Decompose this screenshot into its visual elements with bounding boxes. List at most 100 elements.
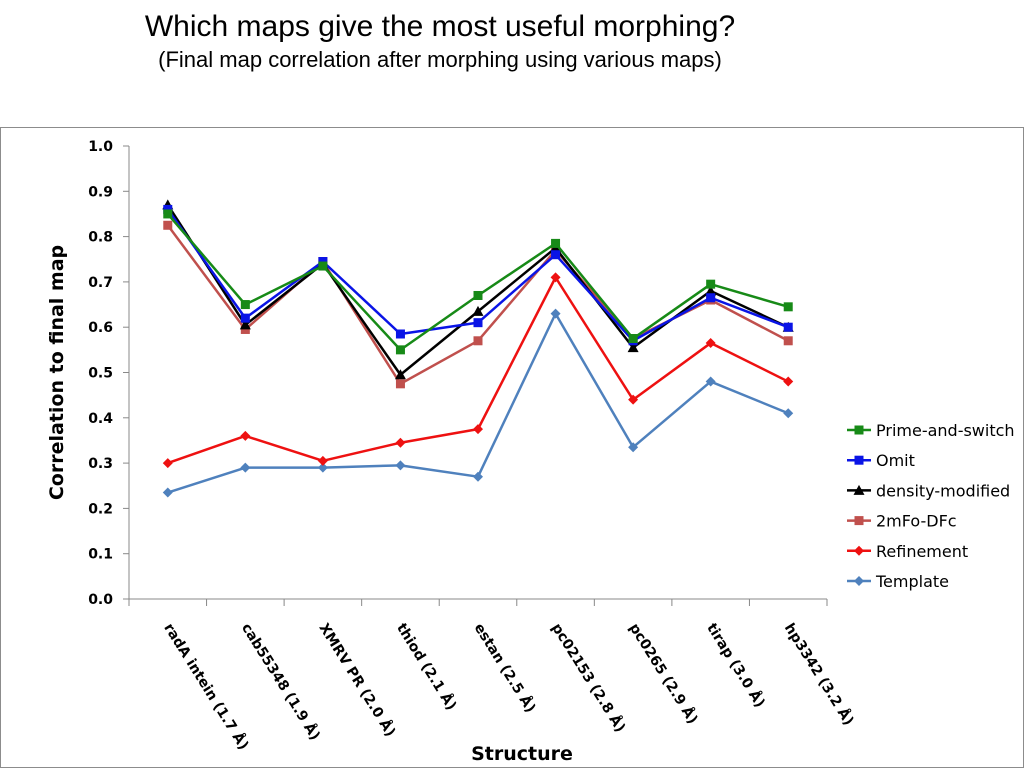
series-omit: [163, 204, 793, 346]
data-point: [783, 336, 793, 346]
y-tick-label: 0.0: [88, 592, 113, 608]
legend-entry: density-modified: [847, 481, 1010, 500]
slide-subtitle: (Final map correlation after morphing us…: [158, 47, 722, 72]
legend-marker: [854, 455, 864, 465]
y-tick-label: 0.6: [88, 320, 113, 336]
data-point: [628, 442, 639, 453]
data-point: [162, 487, 173, 498]
legend-marker: [854, 545, 864, 556]
data-point: [317, 455, 328, 466]
x-axis-title: Structure: [471, 743, 573, 765]
legend-entry: Template: [847, 572, 949, 591]
data-point: [705, 285, 717, 296]
data-point: [783, 322, 793, 332]
data-point: [239, 319, 251, 330]
y-tick-label: 0.8: [88, 230, 113, 246]
data-point: [395, 437, 406, 448]
legend-label: 2mFo-DFc: [876, 512, 957, 531]
data-point: [395, 460, 406, 471]
x-tick-label: cab55348 (1.9 Å): [238, 620, 324, 743]
data-point: [240, 430, 251, 441]
chart-frame: 0.0 0.1 0.2 0.3 0.4 0.5 0.6 0.7 0.8 0.9 1.0 radA in…: [0, 127, 1024, 768]
legend-label: Prime-and-switch: [876, 421, 1015, 440]
series-line: [166, 213, 789, 352]
slide-title-block: Which maps give the most useful morphing…: [130, 8, 750, 74]
data-point: [163, 204, 173, 214]
data-point: [473, 318, 483, 328]
data-point: [317, 462, 328, 473]
legend-marker: [854, 516, 864, 526]
x-tick-label: thiod (2.1 Å): [393, 620, 460, 713]
data-point: [550, 272, 561, 283]
data-point: [318, 261, 328, 271]
data-point: [163, 209, 173, 219]
data-point: [240, 313, 250, 323]
data-point: [240, 462, 251, 473]
legend-entry: Refinement: [847, 542, 968, 561]
series-prime-and-switch: [163, 209, 793, 355]
data-point: [628, 334, 638, 344]
data-point: [473, 290, 483, 300]
data-point: [394, 369, 406, 380]
y-axis-title: Correlation to final map: [46, 245, 68, 500]
x-tick-label: radA intein (1.7 Å): [160, 620, 252, 753]
data-point: [706, 279, 716, 289]
axes-layer: 0.0 0.1 0.2 0.3 0.4 0.5 0.6 0.7 0.8 0.9 1.0 radA in…: [88, 139, 857, 753]
data-point: [705, 376, 716, 387]
data-point: [783, 302, 793, 312]
line-chart: 0.0 0.1 0.2 0.3 0.4 0.5 0.6 0.7 0.8 0.9 1.0 radA in…: [46, 139, 1015, 765]
series-template: [162, 308, 794, 498]
series-layer: [162, 199, 794, 498]
data-point: [240, 300, 250, 310]
y-tick-label: 0.5: [88, 366, 113, 382]
y-tick-label: 1.0: [88, 139, 113, 155]
data-point: [162, 458, 173, 469]
data-point: [627, 342, 639, 353]
legend-label: Omit: [876, 451, 915, 470]
data-point: [706, 293, 716, 303]
data-point: [240, 324, 250, 334]
legend-layer: Prime-and-switch Omit density-modified 2mFo…: [847, 421, 1015, 591]
legend-entry: Omit: [847, 451, 915, 470]
x-tick-label: hp3342 (3.2 Å): [781, 620, 857, 728]
data-point: [395, 379, 405, 389]
legend-marker: [854, 425, 864, 435]
data-point: [395, 345, 405, 355]
data-point: [551, 238, 561, 248]
x-tick-label: pc02153 (2.8 Å): [548, 620, 629, 735]
data-point: [473, 424, 483, 435]
series-refinement: [162, 272, 794, 469]
y-tick-label: 0.7: [88, 275, 113, 291]
legend-entry: 2mFo-DFc: [847, 512, 957, 531]
y-tick-label: 0.3: [88, 456, 113, 472]
y-tick-label: 0.9: [88, 184, 113, 200]
data-point: [783, 376, 794, 387]
x-tick-label: pc0265 (2.9 Å): [626, 620, 702, 727]
data-point: [705, 338, 716, 349]
x-tick-label: XMRV PR (2.0 Å): [315, 620, 399, 740]
x-tick-label: estan (2.5 Å): [471, 620, 540, 716]
data-point: [473, 336, 483, 346]
data-point: [472, 305, 484, 316]
data-point: [473, 471, 483, 482]
legend-label: density-modified: [876, 481, 1010, 500]
y-tick-label: 0.4: [88, 411, 113, 427]
legend-label: Refinement: [876, 542, 968, 561]
legend-label: Template: [875, 572, 949, 591]
x-tick-label: tirap (3.0 Å): [703, 620, 768, 710]
y-tick-label: 0.1: [88, 547, 113, 563]
data-point: [318, 257, 328, 267]
slide-title: Which maps give the most useful morphing…: [144, 10, 736, 43]
legend-marker: [853, 484, 865, 495]
series-line: [166, 224, 789, 386]
data-point: [628, 394, 639, 405]
legend-marker: [854, 576, 864, 586]
y-tick-label: 0.2: [88, 501, 113, 517]
data-point: [550, 308, 561, 319]
legend-entry: Prime-and-switch: [847, 421, 1015, 440]
data-point: [551, 250, 561, 260]
series-line: [166, 204, 789, 377]
data-point: [395, 329, 405, 339]
data-point: [783, 408, 794, 419]
data-point: [163, 220, 173, 230]
